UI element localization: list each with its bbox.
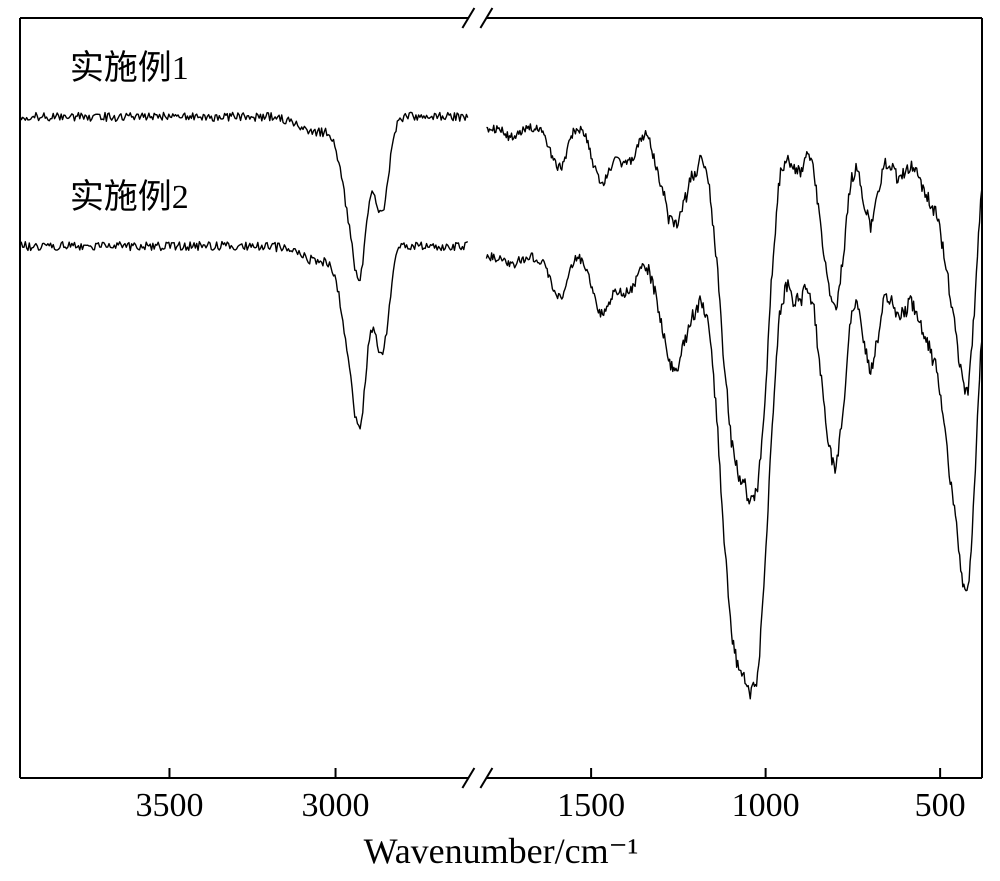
- svg-text:1500: 1500: [557, 787, 625, 824]
- series-label: 实施例2: [70, 178, 189, 216]
- x-axis-label: Wavenumber/cm⁻¹: [364, 831, 639, 871]
- svg-text:500: 500: [915, 787, 966, 824]
- series-label: 实施例1: [70, 49, 189, 87]
- spectrum-example2: [20, 242, 982, 699]
- chart-svg: 3500 3000 1500 1000 500 Wavenumber/cm⁻¹ 实施例1 实施…: [0, 0, 1000, 881]
- svg-text:3000: 3000: [302, 787, 370, 824]
- ir-spectra-chart: 3500 3000 1500 1000 500 Wavenumber/cm⁻¹ 实施例1 实施…: [0, 0, 1000, 881]
- spectrum-example1: [20, 112, 982, 503]
- svg-text:3500: 3500: [135, 787, 203, 824]
- svg-text:1000: 1000: [732, 787, 800, 824]
